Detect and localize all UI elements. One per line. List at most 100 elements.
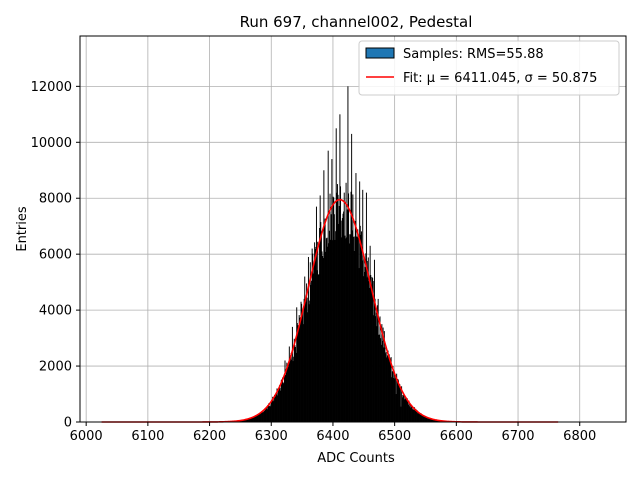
- histogram-bar: [319, 227, 321, 422]
- x-tick-label: 6300: [255, 429, 288, 444]
- histogram-bar: [348, 234, 350, 422]
- histogram-bar: [392, 366, 394, 422]
- histogram-bar: [401, 394, 403, 422]
- histogram-bar: [407, 404, 409, 422]
- histogram-bar: [253, 417, 255, 422]
- histogram-bar: [430, 418, 432, 422]
- histogram-bar: [367, 260, 369, 422]
- histogram-bar: [299, 317, 301, 422]
- histogram-bar: [243, 420, 245, 422]
- histogram-bar: [296, 307, 298, 422]
- histogram-bar: [340, 237, 342, 422]
- histogram-bar: [251, 417, 253, 422]
- histogram-bar: [356, 236, 358, 422]
- histogram-bar: [291, 326, 293, 422]
- histogram-bar: [393, 371, 395, 422]
- histogram-bar: [262, 412, 264, 422]
- histogram-bar: [305, 301, 307, 422]
- histogram-bar: [267, 405, 269, 422]
- histogram-bar: [301, 311, 303, 422]
- histogram-bar: [396, 381, 398, 422]
- histogram-bar: [375, 316, 377, 422]
- histogram-bar: [379, 316, 381, 422]
- histogram-bar: [288, 361, 290, 422]
- x-tick-label: 6200: [193, 429, 226, 444]
- histogram-bar: [316, 270, 318, 422]
- histogram-bar: [242, 419, 244, 422]
- histogram-bar: [252, 416, 254, 422]
- histogram-bar: [277, 389, 279, 422]
- histogram-bar: [295, 352, 297, 422]
- histogram-bar: [332, 240, 333, 422]
- histogram-bar: [436, 420, 438, 422]
- histogram-bar: [428, 418, 430, 422]
- histogram-bar: [353, 236, 354, 422]
- histogram-bar: [298, 328, 300, 422]
- x-tick-label: 6100: [131, 429, 164, 444]
- histogram-bar: [292, 361, 294, 422]
- histogram-bar: [380, 338, 382, 422]
- histogram-bar: [373, 315, 375, 422]
- histogram-bar: [285, 374, 287, 422]
- histogram-bar: [264, 409, 266, 422]
- histogram-bar: [341, 220, 343, 422]
- histogram-bar: [344, 238, 346, 422]
- histogram-bar: [307, 256, 309, 422]
- histogram-bar: [295, 346, 296, 422]
- x-tick-label: 6400: [316, 429, 349, 444]
- histogram-bar: [385, 353, 387, 422]
- histogram-bar: [317, 241, 319, 422]
- histogram-bar: [285, 372, 287, 422]
- histogram-bar: [412, 409, 414, 422]
- histogram-bar: [409, 406, 411, 422]
- y-tick-label: 6000: [39, 248, 72, 263]
- histogram-bar: [274, 394, 275, 422]
- histogram-bar: [321, 251, 323, 422]
- histogram-bar: [327, 150, 329, 422]
- histogram-bar: [359, 181, 361, 422]
- histogram-bar: [322, 258, 324, 422]
- histogram-bar: [382, 327, 384, 422]
- histogram-bar: [278, 388, 280, 422]
- y-axis: 0 2000 4000 6000 8000 10000 12000: [31, 80, 80, 431]
- x-tick-label: 6000: [70, 429, 103, 444]
- histogram-bar: [330, 239, 332, 422]
- y-axis-title: Entries: [15, 206, 30, 252]
- histogram-bar: [407, 400, 409, 422]
- y-tick-label: 0: [64, 416, 72, 431]
- histogram-bar: [245, 419, 247, 422]
- histogram-bar: [414, 407, 416, 422]
- histogram-bar: [345, 182, 347, 422]
- histogram-bar: [377, 305, 379, 422]
- histogram-bar: [282, 383, 284, 422]
- histogram-bar: [349, 243, 351, 422]
- histogram-bar: [296, 323, 298, 422]
- x-axis: 6000 6100 6200 6300 6400 6500 6600 6700 6800: [70, 422, 596, 444]
- legend-label-samples: Samples: RMS=55.88: [403, 47, 544, 62]
- histogram-bar: [269, 406, 271, 422]
- histogram-bar: [263, 410, 265, 422]
- histogram-bar: [352, 194, 354, 422]
- histogram-bar: [262, 412, 264, 422]
- histogram-bar: [417, 413, 419, 422]
- histogram-bar: [331, 159, 333, 423]
- y-tick-label: 2000: [39, 360, 72, 375]
- x-tick-label: 6500: [378, 429, 411, 444]
- histogram-bar: [423, 415, 425, 422]
- histogram-bar: [248, 419, 250, 422]
- histogram-bar: [297, 325, 299, 422]
- histogram-bar: [336, 184, 338, 422]
- histogram-bar: [338, 223, 340, 422]
- histogram-bar: [261, 411, 263, 422]
- histogram-bar: [256, 415, 258, 422]
- histogram-bar: [388, 357, 390, 422]
- histogram-bar: [268, 403, 270, 422]
- histogram-bar: [386, 355, 388, 422]
- histogram-bar: [435, 420, 437, 422]
- histogram-bar: [250, 417, 252, 422]
- histogram-bar: [283, 374, 285, 422]
- histogram-bar: [438, 420, 440, 422]
- histogram-bar: [434, 419, 436, 422]
- histogram-bar: [311, 248, 313, 422]
- histogram-bar: [343, 211, 345, 422]
